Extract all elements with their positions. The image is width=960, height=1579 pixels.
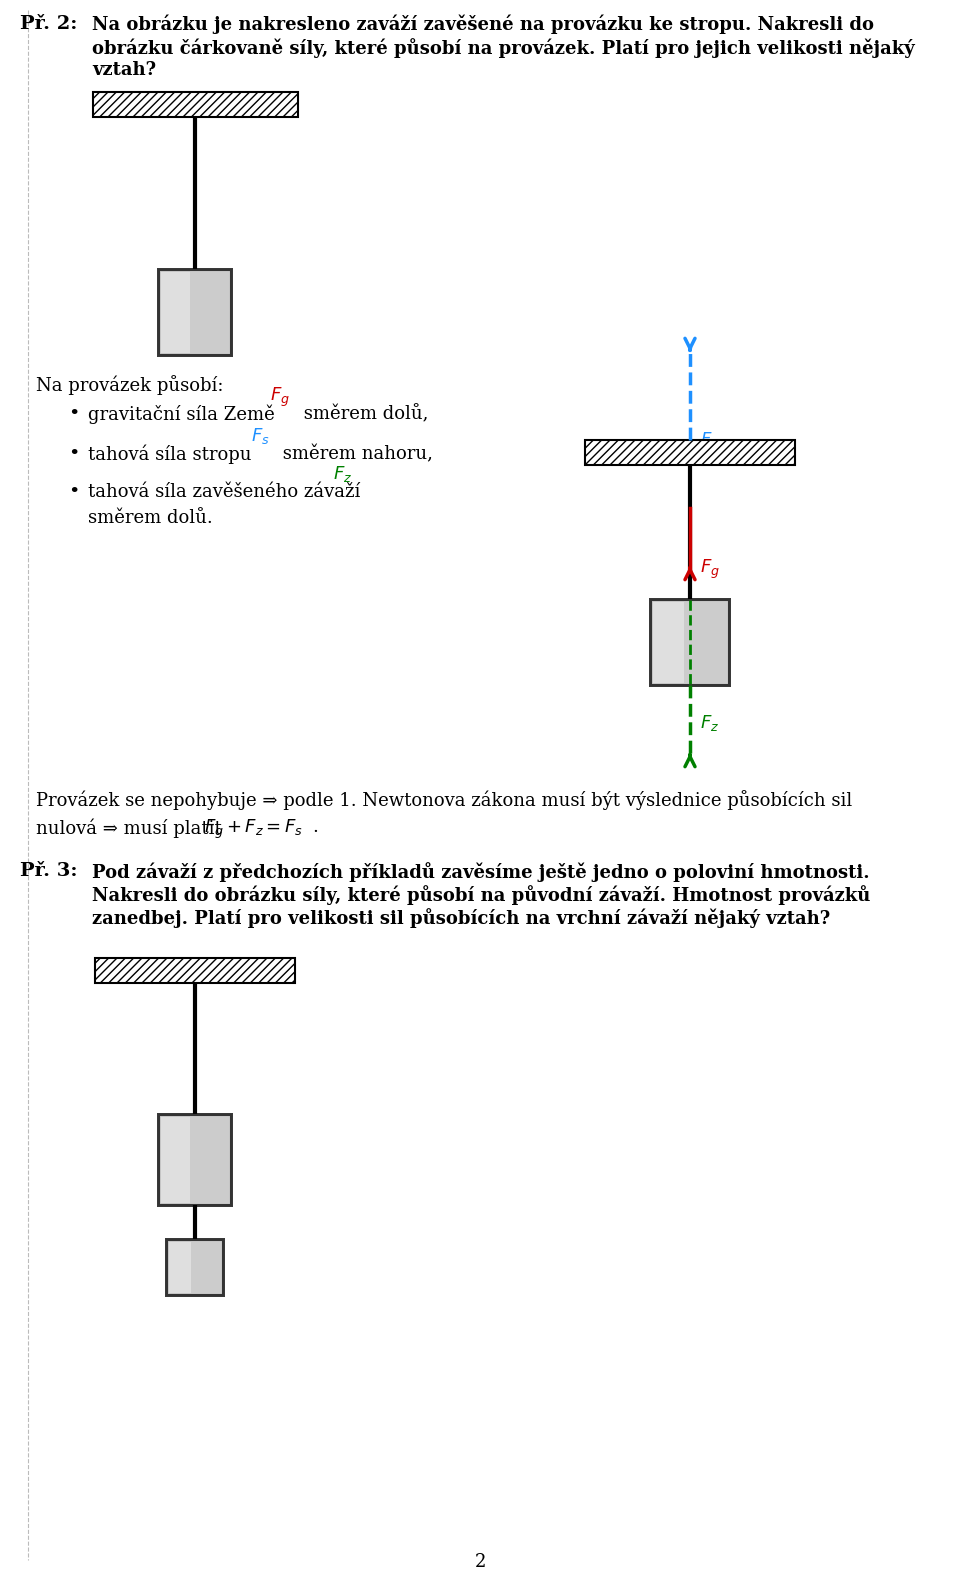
Bar [585, 441, 795, 464]
Bar [165, 1238, 225, 1296]
Text: $\mathit{F}_z$: $\mathit{F}_z$ [333, 464, 352, 485]
Text: Pod závaží z předchozích příkladů zavěsíme ještě jedno o poloviní hmotnosti.: Pod závaží z předchozích příkladů zavěsí… [92, 862, 870, 883]
Text: $F_s$: $F_s$ [700, 429, 719, 450]
Bar [651, 600, 729, 685]
Text: Na provázek působí:: Na provázek působí: [36, 374, 224, 395]
Bar [95, 958, 295, 984]
Bar [161, 272, 190, 354]
Bar [167, 1240, 223, 1295]
Text: směrem dolů,: směrem dolů, [298, 404, 428, 423]
Text: $F_z$: $F_z$ [700, 714, 719, 733]
Text: •: • [68, 404, 80, 423]
Text: $\mathit{F}_s$: $\mathit{F}_s$ [251, 426, 270, 445]
Text: tahová síla zavěšeného závaží: tahová síla zavěšeného závaží [88, 483, 366, 501]
Text: Nakresli do obrázku síly, které působí na původní závaží. Hmotnost provázků: Nakresli do obrázku síly, které působí n… [92, 884, 871, 905]
Text: nulová ⇒ musí platit: nulová ⇒ musí platit [36, 818, 228, 837]
Text: .: . [312, 818, 318, 835]
Text: směrem dolů.: směrem dolů. [88, 508, 213, 527]
Text: •: • [68, 445, 80, 463]
Bar [157, 268, 233, 357]
Bar [161, 1116, 190, 1203]
Bar [157, 1113, 233, 1206]
Text: gravitační síla Země: gravitační síla Země [88, 404, 280, 425]
Bar [649, 598, 731, 687]
Bar [653, 602, 684, 684]
Bar [169, 1243, 191, 1293]
Text: obrázku čárkovaně síly, které působí na provázek. Platí pro jejich velikosti něj: obrázku čárkovaně síly, které působí na … [92, 38, 915, 58]
Bar [92, 92, 298, 117]
Bar [159, 1115, 231, 1205]
Text: Př. 2:: Př. 2: [20, 14, 78, 33]
Text: 2: 2 [474, 1554, 486, 1571]
Text: •: • [68, 483, 80, 501]
Bar [585, 441, 795, 464]
Bar [95, 958, 295, 984]
Text: směrem nahoru,: směrem nahoru, [277, 445, 433, 463]
Text: $F_g + F_z = F_s$: $F_g + F_z = F_s$ [204, 818, 303, 842]
Bar [159, 270, 231, 355]
Text: vztah?: vztah? [92, 62, 156, 79]
Text: tahová síla stropu: tahová síla stropu [88, 445, 257, 464]
Text: zanedbej. Platí pro velikosti sil působících na vrchní závaží nějaký vztah?: zanedbej. Platí pro velikosti sil působí… [92, 908, 830, 928]
Text: Př. 3:: Př. 3: [20, 862, 78, 880]
Text: $\mathit{F}_g$: $\mathit{F}_g$ [270, 385, 290, 409]
Bar [92, 92, 298, 117]
Text: Na obrázku je nakresleno zaváží zavěšené na provázku ke stropu. Nakresli do: Na obrázku je nakresleno zaváží zavěšené… [92, 14, 874, 35]
Text: $F_g$: $F_g$ [700, 557, 720, 581]
Text: Provázek se nepohybuje ⇒ podle 1. Newtonova zákona musí být výslednice působícíc: Provázek se nepohybuje ⇒ podle 1. Newton… [36, 790, 852, 810]
